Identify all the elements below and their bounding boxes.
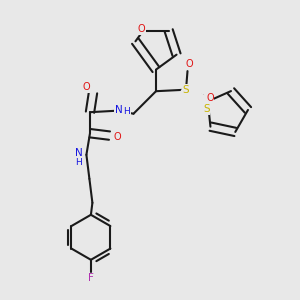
Text: O: O <box>113 132 121 142</box>
Text: S: S <box>203 104 210 114</box>
Text: O: O <box>82 82 90 92</box>
Text: N: N <box>75 148 83 158</box>
Text: O: O <box>206 93 214 103</box>
Text: N: N <box>115 105 122 115</box>
Text: O: O <box>137 24 145 34</box>
Text: H: H <box>76 158 82 167</box>
Text: O: O <box>185 59 193 70</box>
Text: F: F <box>88 273 94 284</box>
Text: S: S <box>183 85 189 95</box>
Text: H: H <box>123 107 130 116</box>
